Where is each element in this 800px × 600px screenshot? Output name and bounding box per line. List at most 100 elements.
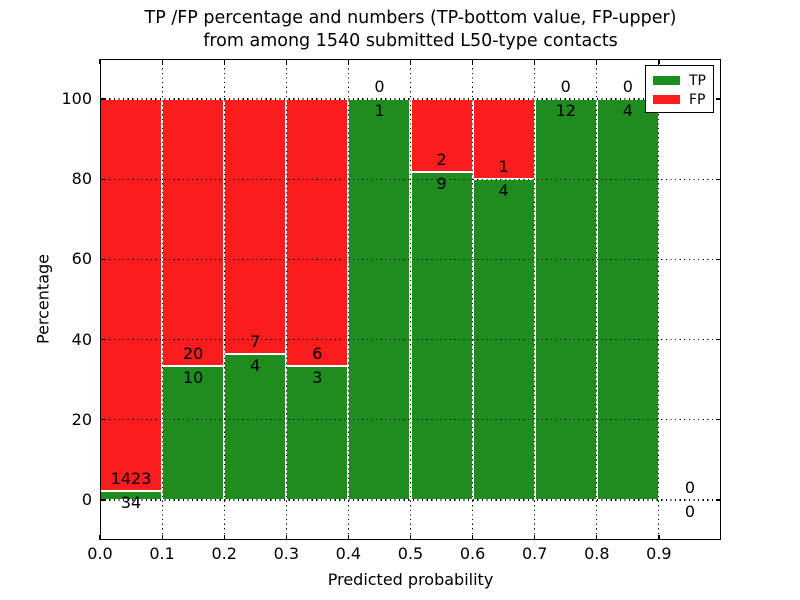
fp-count-label: 7 bbox=[250, 332, 261, 352]
tp-bar bbox=[348, 99, 411, 500]
fp-bar bbox=[100, 99, 163, 491]
x-tick-label: 0.5 bbox=[397, 544, 424, 563]
fp-count-label: 0 bbox=[560, 77, 571, 97]
y-gridline bbox=[100, 499, 721, 501]
chart-title-line2: from among 1540 submitted L50-type conta… bbox=[203, 31, 618, 51]
x-tick-label: 0.4 bbox=[335, 544, 362, 563]
x-gridline bbox=[596, 59, 598, 540]
x-tick-top bbox=[223, 59, 225, 64]
fp-count-label: 1423 bbox=[110, 468, 152, 488]
x-gridline bbox=[472, 59, 474, 540]
y-gridline bbox=[100, 178, 721, 180]
tp-count-label: 4 bbox=[622, 101, 633, 121]
x-gridline bbox=[534, 59, 536, 540]
legend-entry-tp: TP bbox=[653, 71, 713, 90]
y-tick-left bbox=[100, 178, 105, 180]
x-tick-top bbox=[658, 59, 660, 64]
x-tick-bottom bbox=[409, 535, 412, 540]
y-tick-label: 100 bbox=[61, 89, 92, 109]
fp-bar bbox=[286, 99, 349, 367]
tp-count-label: 4 bbox=[250, 356, 261, 376]
y-tick-right bbox=[716, 178, 721, 180]
y-tick-right bbox=[716, 98, 721, 100]
y-tick-right bbox=[716, 258, 721, 261]
tp-count-label: 9 bbox=[436, 173, 447, 193]
x-gridline bbox=[223, 59, 225, 540]
y-gridline bbox=[100, 258, 721, 260]
fp-count-label: 20 bbox=[182, 344, 204, 364]
legend-label-tp: TP bbox=[689, 72, 706, 89]
y-tick-left bbox=[100, 98, 105, 100]
x-tick-bottom bbox=[472, 535, 474, 540]
y-tick-label: 40 bbox=[71, 329, 92, 349]
x-tick-label: 0.9 bbox=[646, 544, 672, 563]
tp-bar bbox=[162, 366, 225, 500]
y-tick-right bbox=[716, 419, 721, 421]
x-tick-label: 0.6 bbox=[459, 544, 486, 563]
chart-title-line1: TP /FP percentage and numbers (TP-bottom… bbox=[144, 8, 677, 28]
x-tick-label: 0.7 bbox=[521, 544, 548, 563]
y-gridline bbox=[100, 338, 721, 341]
tp-count-label: 12 bbox=[555, 101, 576, 121]
x-tick-label: 0.2 bbox=[211, 544, 237, 563]
legend-entry-fp: FP bbox=[653, 90, 713, 109]
fp-count-label: 6 bbox=[312, 344, 323, 364]
x-tick-label: 0.1 bbox=[149, 544, 175, 563]
x-axis-title: Predicted probability bbox=[327, 570, 494, 589]
x-gridline bbox=[285, 59, 287, 540]
fp-bar bbox=[162, 99, 225, 367]
legend-label-fp: FP bbox=[689, 91, 706, 108]
x-tick-top bbox=[347, 59, 350, 64]
x-tick-bottom bbox=[161, 535, 163, 540]
x-tick-top bbox=[472, 59, 474, 64]
tp-count-label: 1 bbox=[374, 101, 385, 121]
x-tick-bottom bbox=[99, 535, 101, 540]
x-gridline bbox=[658, 59, 660, 540]
legend: TP FP bbox=[645, 65, 714, 113]
fp-count-label: 1 bbox=[498, 157, 509, 177]
x-tick-top bbox=[596, 59, 598, 64]
y-tick-label: 80 bbox=[71, 169, 92, 189]
x-tick-top bbox=[409, 59, 412, 64]
y-gridline bbox=[100, 419, 721, 421]
y-tick-left bbox=[100, 258, 105, 261]
x-tick-bottom bbox=[596, 535, 598, 540]
tp-bar bbox=[410, 171, 473, 500]
tp-count-label: 4 bbox=[498, 181, 509, 201]
y-tick-right bbox=[716, 499, 721, 501]
x-tick-top bbox=[285, 59, 287, 64]
x-gridline bbox=[347, 59, 349, 540]
tp-bar bbox=[534, 99, 597, 500]
fp-bar bbox=[224, 99, 287, 355]
x-tick-bottom bbox=[658, 535, 660, 540]
y-tick-left bbox=[100, 338, 105, 341]
tp-count-label: 34 bbox=[120, 492, 142, 512]
x-tick-bottom bbox=[534, 535, 536, 540]
tp-count-label: 3 bbox=[312, 368, 323, 388]
y-tick-left bbox=[100, 419, 105, 421]
fp-bar bbox=[410, 99, 473, 172]
x-tick-top bbox=[161, 59, 163, 64]
tp-bar bbox=[596, 99, 659, 500]
tp-swatch-icon bbox=[653, 76, 680, 85]
x-tick-bottom bbox=[347, 535, 350, 540]
plot-area: TP FP 1423 34 20 10 7 4 6 3 0 1 2 9 1 4 0 12 0 4 0 0 bbox=[99, 59, 721, 540]
y-gridline bbox=[100, 98, 721, 100]
fp-count-label: 0 bbox=[622, 77, 633, 97]
y-tick-left bbox=[100, 499, 105, 501]
tp-count-label: 0 bbox=[684, 501, 696, 521]
y-tick-label: 0 bbox=[81, 489, 92, 509]
x-tick-label: 0.3 bbox=[273, 544, 300, 563]
x-tick-label: 0.0 bbox=[87, 544, 113, 563]
x-tick-bottom bbox=[285, 535, 287, 540]
fp-count-label: 2 bbox=[436, 149, 447, 169]
y-tick-right bbox=[716, 338, 721, 341]
x-tick-label: 0.8 bbox=[584, 544, 610, 563]
fp-swatch-icon bbox=[653, 95, 680, 104]
tp-count-label: 10 bbox=[182, 368, 204, 388]
x-gridline bbox=[409, 59, 412, 540]
y-tick-label: 60 bbox=[71, 249, 92, 269]
fp-count-label: 0 bbox=[684, 477, 696, 497]
x-tick-bottom bbox=[223, 535, 225, 540]
